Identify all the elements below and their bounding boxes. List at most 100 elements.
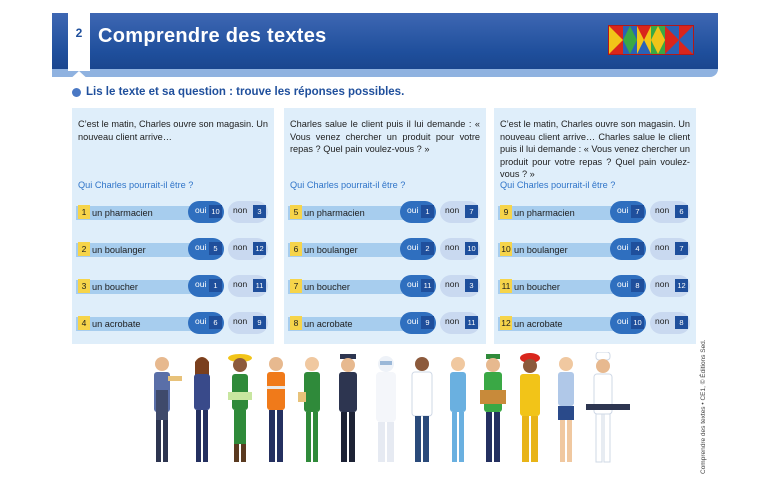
non-button[interactable]: non 12 (228, 238, 268, 260)
item-number: 6 (290, 242, 302, 256)
non-button[interactable]: non 12 (650, 275, 690, 297)
panel-question: Qui Charles pourrait-il être ? (290, 180, 406, 190)
non-label: non (655, 279, 670, 289)
oui-label: oui (195, 242, 207, 252)
person-figure (194, 357, 210, 462)
row-bar (498, 206, 634, 220)
oui-label: oui (195, 279, 207, 289)
oui-code: 8 (631, 279, 644, 292)
person-figure (154, 357, 182, 462)
non-code: 10 (465, 242, 478, 255)
answer-row: 1 un pharmacien oui 10 non 3 (76, 201, 270, 223)
item-number: 5 (290, 205, 302, 219)
item-number: 3 (78, 279, 90, 293)
non-button[interactable]: non 3 (440, 275, 480, 297)
credit-text: Comprendre des textes • CE1, © Éditions … (700, 339, 707, 474)
oui-button[interactable]: oui 2 (400, 238, 436, 260)
non-label: non (233, 242, 248, 252)
oui-code: 6 (209, 316, 222, 329)
oui-button[interactable]: oui 9 (400, 312, 436, 334)
person-figure (480, 354, 506, 462)
oui-button[interactable]: oui 11 (400, 275, 436, 297)
text-panel-3: C’est le matin, Charles ouvre son magasi… (494, 108, 696, 344)
person-figure (228, 354, 252, 462)
answer-label: un acrobate (304, 319, 353, 329)
oui-button[interactable]: oui 8 (610, 275, 646, 297)
non-button[interactable]: non 10 (440, 238, 480, 260)
item-number: 12 (500, 316, 512, 330)
oui-button[interactable]: oui 4 (610, 238, 646, 260)
answer-row: 10 un boulanger oui 4 non 7 (498, 238, 692, 260)
oui-button[interactable]: oui 5 (188, 238, 224, 260)
row-bar (288, 280, 424, 294)
non-button[interactable]: non 8 (650, 312, 690, 334)
non-label: non (655, 316, 670, 326)
copyright-credit: Comprendre des textes • CE1, © Éditions … (700, 339, 712, 474)
oui-button[interactable]: oui 7 (610, 201, 646, 223)
non-label: non (655, 205, 670, 215)
answer-label: un pharmacien (92, 208, 153, 218)
panel-question: Qui Charles pourrait-il être ? (78, 180, 194, 190)
non-button[interactable]: non 6 (650, 201, 690, 223)
oui-code: 10 (631, 316, 644, 329)
non-code: 12 (253, 242, 266, 255)
item-number: 7 (290, 279, 302, 293)
row-bar (76, 280, 212, 294)
oui-code: 11 (421, 279, 434, 292)
answer-label: un acrobate (514, 319, 563, 329)
non-label: non (445, 279, 460, 289)
oui-code: 7 (631, 205, 644, 218)
panel-text: C’est le matin, Charles ouvre son magasi… (78, 119, 268, 142)
non-code: 12 (675, 279, 688, 292)
answer-row: 3 un boucher oui 1 non 11 (76, 275, 270, 297)
oui-label: oui (407, 279, 419, 289)
non-button[interactable]: non 11 (440, 312, 480, 334)
non-button[interactable]: non 7 (440, 201, 480, 223)
non-code: 9 (253, 316, 266, 329)
answer-label: un boulanger (304, 245, 358, 255)
text-panel-1: C’est le matin, Charles ouvre son magasi… (72, 108, 274, 344)
oui-label: oui (617, 316, 629, 326)
oui-button[interactable]: oui 1 (188, 275, 224, 297)
non-code: 7 (465, 205, 478, 218)
oui-button[interactable]: oui 6 (188, 312, 224, 334)
row-bar (288, 317, 424, 331)
answer-row: 6 un boulanger oui 2 non 10 (288, 238, 482, 260)
oui-button[interactable]: oui 10 (188, 201, 224, 223)
answer-label: un boulanger (92, 245, 146, 255)
answer-label: un pharmacien (514, 208, 575, 218)
answer-row: 8 un acrobate oui 9 non 11 (288, 312, 482, 334)
person-figure (298, 357, 320, 462)
text-panel-2: Charles salue le client puis il lui dema… (284, 108, 486, 344)
non-button[interactable]: non 9 (228, 312, 268, 334)
non-label: non (233, 205, 248, 215)
answer-label: un boucher (304, 282, 350, 292)
non-button[interactable]: non 3 (228, 201, 268, 223)
item-number: 11 (500, 279, 512, 293)
oui-button[interactable]: oui 10 (610, 312, 646, 334)
answer-row: 9 un pharmacien oui 7 non 6 (498, 201, 692, 223)
oui-label: oui (195, 205, 207, 215)
oui-label: oui (617, 242, 629, 252)
oui-label: oui (617, 205, 629, 215)
non-label: non (445, 242, 460, 252)
panel-text: C’est le matin, Charles ouvre son magasi… (500, 119, 690, 179)
oui-label: oui (407, 316, 419, 326)
item-number: 1 (78, 205, 90, 219)
non-code: 3 (253, 205, 266, 218)
oui-button[interactable]: oui 1 (400, 201, 436, 223)
non-label: non (445, 316, 460, 326)
row-bar (498, 280, 634, 294)
person-figure (339, 354, 357, 462)
person-figure (450, 357, 466, 462)
answer-label: un boucher (92, 282, 138, 292)
non-button[interactable]: non 7 (650, 238, 690, 260)
row-bar (498, 317, 634, 331)
person-figure (558, 357, 574, 462)
item-number: 10 (500, 242, 512, 256)
header-banner (52, 13, 718, 77)
non-button[interactable]: non 11 (228, 275, 268, 297)
person-figure (267, 357, 285, 462)
item-number: 9 (500, 205, 512, 219)
oui-label: oui (407, 242, 419, 252)
